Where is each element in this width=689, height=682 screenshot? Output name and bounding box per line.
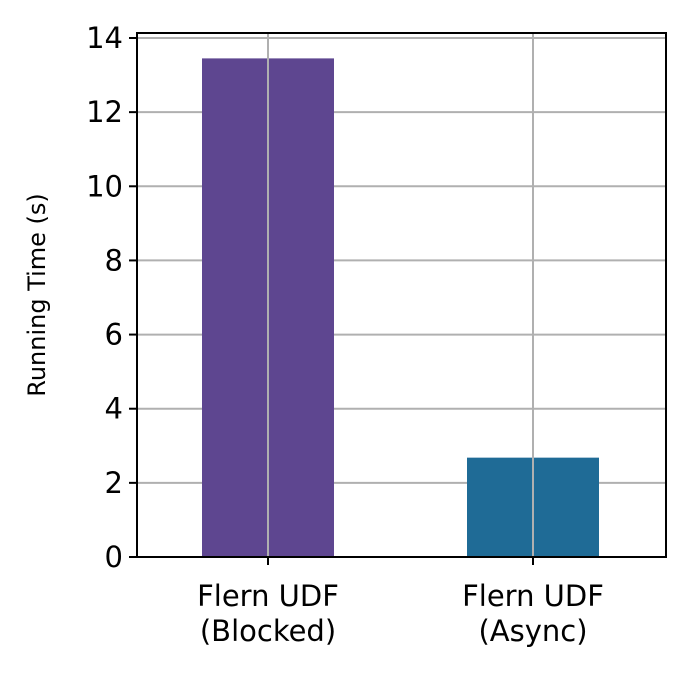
x-axis-ticks: Flern UDF(Blocked)Flern UDF(Async)	[197, 557, 604, 648]
x-tick-label: Flern UDF	[197, 579, 339, 613]
plot-frame	[136, 32, 667, 558]
y-tick-label: 8	[105, 243, 123, 277]
x-tick-label: (Async)	[478, 614, 587, 648]
x-tick-label: (Blocked)	[200, 614, 336, 648]
y-tick-label: 4	[105, 392, 123, 426]
vertical-grid-lines	[267, 33, 534, 557]
y-tick-label: 0	[105, 540, 123, 574]
y-tick-label: 10	[86, 169, 123, 203]
y-tick-label: 12	[86, 95, 123, 129]
y-axis-ticks: 0 2 4 6 8 10 12 14	[86, 21, 137, 574]
x-tick-label: Flern UDF	[462, 579, 604, 613]
y-tick-label: 2	[105, 466, 123, 500]
y-axis-label: Running Time (s)	[23, 193, 51, 397]
y-tick-label: 6	[105, 318, 123, 352]
y-tick-label: 14	[86, 21, 123, 55]
